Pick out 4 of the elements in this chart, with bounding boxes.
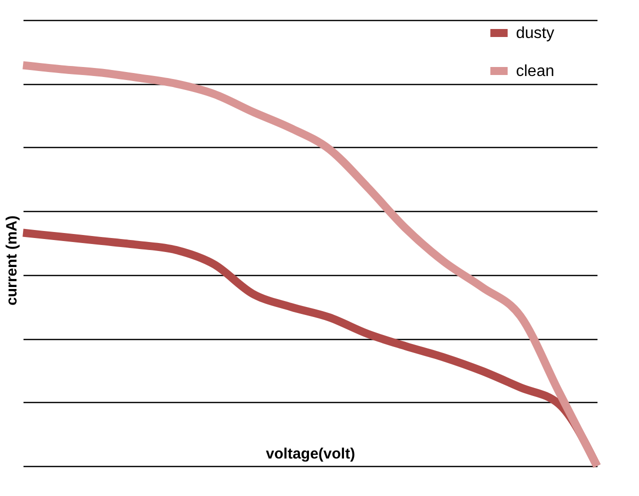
y-axis-title: current (mA) bbox=[4, 215, 20, 306]
x-axis-title: voltage(volt) bbox=[266, 446, 356, 462]
legend-label: clean bbox=[516, 63, 554, 80]
legend-label: dusty bbox=[516, 25, 554, 42]
